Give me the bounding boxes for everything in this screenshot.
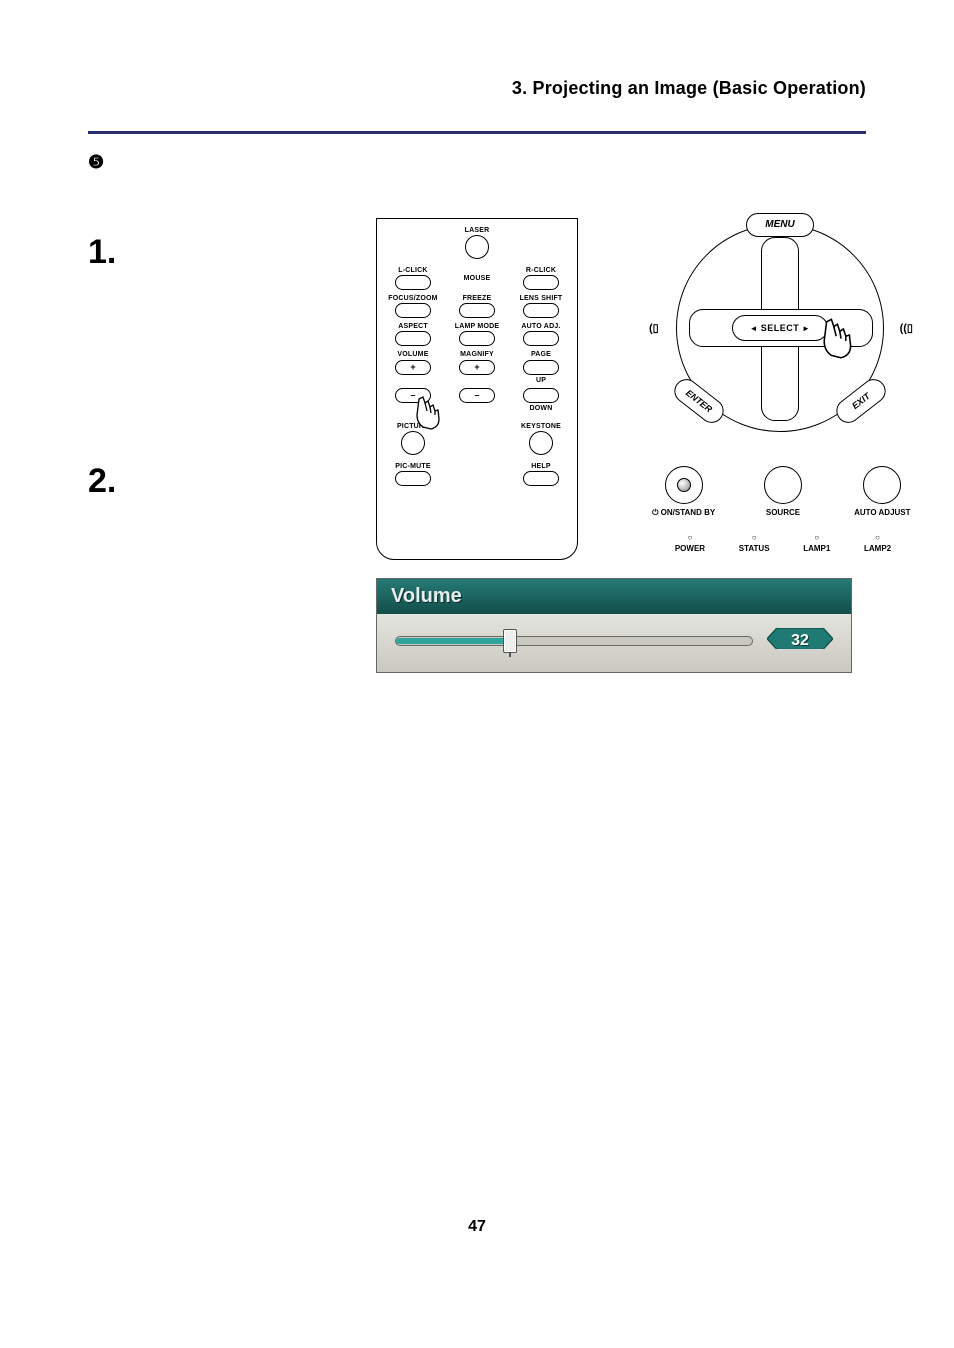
menu-button: MENU	[746, 213, 814, 237]
button-lampmode	[459, 331, 495, 346]
button-magnify-plus: +	[459, 360, 495, 375]
label-down: DOWN	[511, 405, 571, 412]
label-lensshift: LENS SHIFT	[511, 295, 571, 302]
label-lampmode: LAMP MODE	[447, 323, 507, 330]
label-page: PAGE	[511, 351, 571, 358]
speaker-left-icon: (▯	[649, 322, 659, 335]
indicator-lamp1: ○LAMP1	[803, 534, 830, 553]
indicator-lamp2: ○LAMP2	[864, 534, 891, 553]
osd-body: 32	[377, 614, 851, 672]
osd-title: Volume	[377, 579, 851, 614]
section-bullet-icon: ❺	[88, 152, 104, 173]
label-autoadj: AUTO ADJ.	[511, 323, 571, 330]
volume-osd: Volume 32	[376, 578, 852, 673]
indicator-row: ○POWER ○STATUS ○LAMP1 ○LAMP2	[658, 534, 908, 553]
button-page-down	[523, 388, 559, 403]
label-aspect: ASPECT	[383, 323, 443, 330]
header-rule	[88, 131, 866, 134]
button-rclick	[523, 275, 559, 290]
enter-button: ENTER	[670, 374, 729, 427]
button-help	[523, 471, 559, 486]
button-focuszoom	[395, 303, 431, 318]
button-picmute	[395, 471, 431, 486]
panel-button-row: ⏻ ON/STAND BY SOURCE AUTO ADJUST	[634, 466, 932, 518]
label-volume: VOLUME	[383, 351, 443, 358]
label-up: UP	[511, 377, 571, 384]
label-picmute: PIC-MUTE	[383, 463, 443, 470]
button-aspect	[395, 331, 431, 346]
autoadjust-button: AUTO ADJUST	[837, 466, 927, 518]
label-magnify: MAGNIFY	[447, 351, 507, 358]
onstandby-button: ⏻ ON/STAND BY	[639, 466, 729, 518]
label-mouse: MOUSE	[447, 275, 507, 282]
control-panel-diagram: MENU SELECT ENTER EXIT (▯ ((▯ ⏻ ON/STAND…	[634, 218, 932, 558]
select-button: SELECT	[732, 315, 828, 341]
label-source: SOURCE	[738, 508, 828, 517]
volume-value-badge: 32	[767, 628, 833, 654]
button-laser	[465, 235, 489, 259]
indicator-power: ○POWER	[675, 534, 705, 553]
volume-slider[interactable]	[395, 631, 753, 651]
button-volume-plus: +	[395, 360, 431, 375]
hand-pointer-icon	[817, 317, 865, 365]
plus-glyph: +	[396, 361, 430, 373]
plus-glyph: +	[460, 361, 494, 373]
label-laser: LASER	[377, 227, 577, 234]
page-number: 47	[0, 1218, 954, 1236]
button-page-up	[523, 360, 559, 375]
hand-pointer-icon	[411, 395, 451, 435]
minus-glyph: –	[460, 389, 494, 401]
section-bullet-row: ❺	[88, 152, 866, 173]
label-focuszoom: FOCUS/ZOOM	[383, 295, 443, 302]
label-freeze: FREEZE	[447, 295, 507, 302]
dpad-ring: MENU SELECT ENTER EXIT (▯ ((▯	[676, 224, 884, 432]
indicator-status: ○STATUS	[739, 534, 770, 553]
label-help: HELP	[511, 463, 571, 470]
label-autoadjust: AUTO ADJUST	[837, 508, 927, 517]
speaker-right-icon: ((▯	[900, 322, 913, 335]
page-content: 3. Projecting an Image (Basic Operation)…	[88, 78, 866, 501]
volume-value: 32	[791, 632, 809, 650]
label-lclick: L-CLICK	[383, 267, 443, 274]
button-lclick	[395, 275, 431, 290]
label-rclick: R-CLICK	[511, 267, 571, 274]
chapter-title: 3. Projecting an Image (Basic Operation)	[88, 78, 866, 103]
slider-thumb[interactable]	[503, 629, 517, 653]
slider-fill	[396, 638, 511, 644]
label-onstandby: ⏻ ON/STAND BY	[639, 508, 729, 518]
button-lensshift	[523, 303, 559, 318]
remote-diagram: LASER L-CLICK MOUSE R-CLICK FOCUS/ZOOM F…	[376, 218, 578, 560]
exit-button: EXIT	[832, 374, 891, 427]
button-magnify-minus: –	[459, 388, 495, 403]
button-freeze	[459, 303, 495, 318]
button-autoadj	[523, 331, 559, 346]
button-keystone	[529, 431, 553, 455]
label-keystone: KEYSTONE	[511, 423, 571, 430]
source-button: SOURCE	[738, 466, 828, 518]
